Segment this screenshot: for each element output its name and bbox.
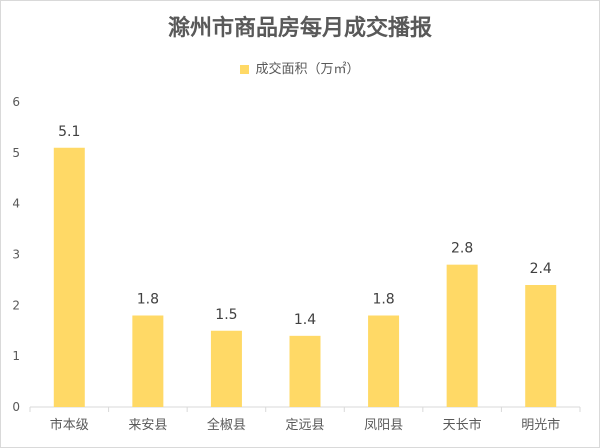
bar (289, 335, 321, 407)
bar (210, 330, 242, 407)
data-label: 1.8 (137, 292, 159, 308)
legend: 成交面积（万㎡） (0, 58, 600, 77)
category-label: 定远县 (285, 418, 324, 433)
y-tick-label: 5 (12, 146, 20, 160)
bar (368, 315, 400, 407)
legend-swatch (240, 65, 250, 74)
bar (446, 264, 478, 407)
category-label: 市本级 (50, 417, 89, 433)
data-label: 1.4 (294, 312, 316, 328)
y-tick-label: 2 (12, 298, 20, 312)
y-tick-label: 0 (12, 400, 20, 414)
y-tick-label: 6 (12, 95, 20, 109)
chart-title: 滁州市商品房每月成交播报 (167, 15, 432, 41)
data-label: 5.1 (58, 124, 80, 140)
bar (53, 147, 85, 407)
category-label: 来安县 (128, 418, 167, 433)
data-label: 2.4 (530, 261, 552, 277)
data-label: 1.8 (372, 292, 394, 308)
legend-label: 成交面积（万㎡） (255, 62, 360, 77)
bar (132, 315, 164, 407)
data-label: 2.8 (451, 241, 473, 257)
category-label: 明光市 (521, 417, 560, 433)
y-tick-label: 3 (12, 248, 20, 262)
data-label: 1.5 (215, 307, 237, 323)
y-tick-label: 4 (12, 197, 20, 211)
y-tick-label: 1 (12, 349, 20, 363)
category-label: 全椒县 (207, 417, 246, 433)
category-label: 天长市 (443, 417, 482, 433)
bar (525, 285, 557, 407)
category-label: 凤阳县 (364, 418, 403, 433)
